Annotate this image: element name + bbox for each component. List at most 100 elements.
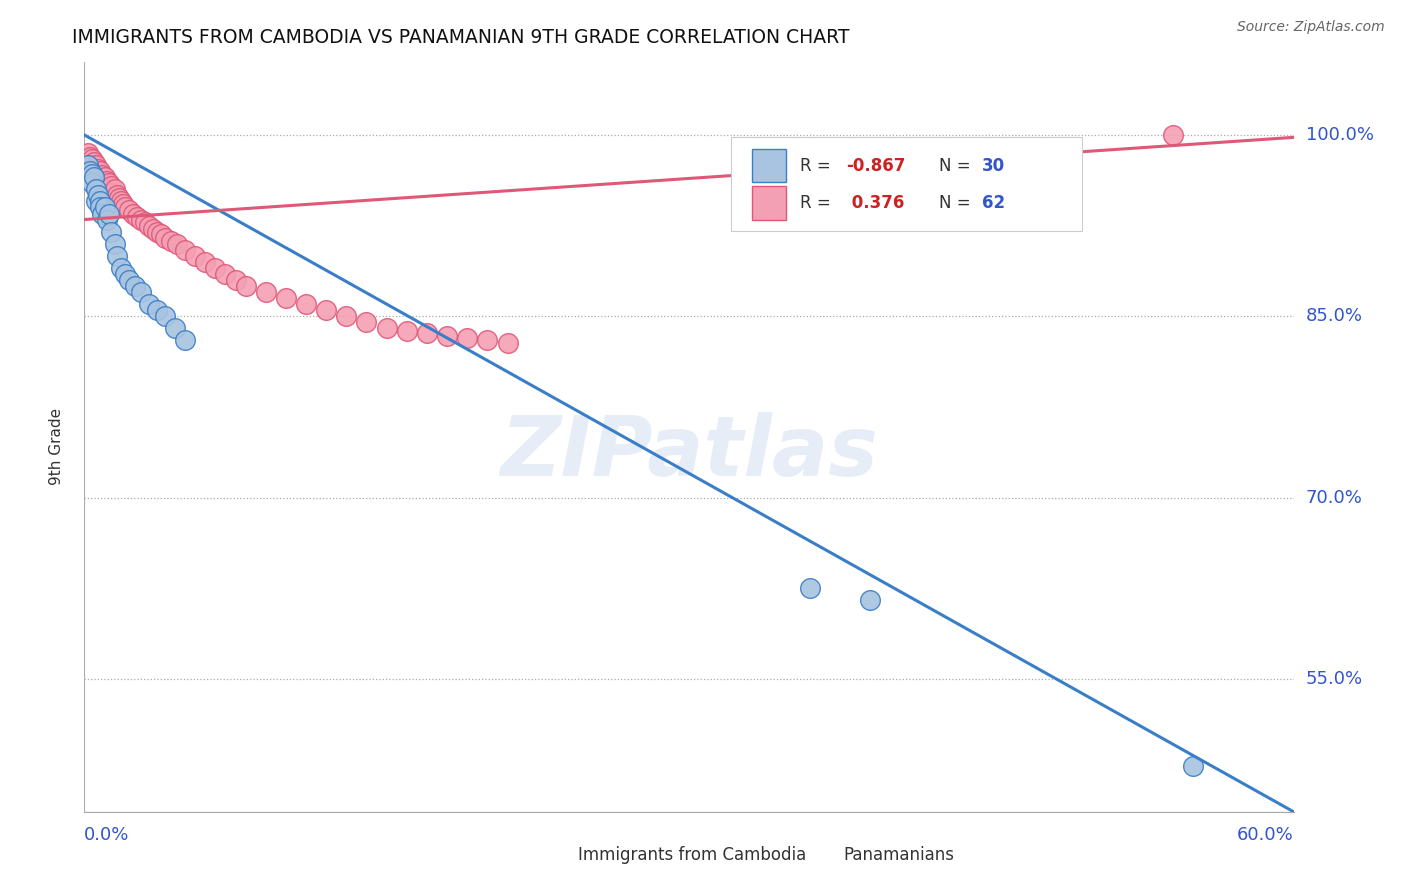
- Text: 100.0%: 100.0%: [1306, 126, 1374, 144]
- Point: [125, 210, 148, 224]
- Point: [79, 150, 101, 164]
- Point: [96, 174, 118, 188]
- Point: [1181, 759, 1204, 773]
- Point: [121, 206, 143, 220]
- Point: [77, 158, 100, 172]
- Point: [93, 201, 115, 215]
- Point: [83, 170, 105, 185]
- Point: [87, 170, 110, 185]
- Text: R =: R =: [800, 194, 837, 212]
- Text: -0.867: -0.867: [846, 157, 905, 175]
- Point: [295, 297, 318, 311]
- Point: [111, 197, 134, 211]
- Point: [114, 267, 136, 281]
- Text: 9th Grade: 9th Grade: [49, 408, 63, 484]
- Point: [86, 158, 108, 172]
- FancyBboxPatch shape: [544, 844, 571, 866]
- Text: 70.0%: 70.0%: [1306, 489, 1362, 507]
- Point: [89, 201, 111, 215]
- Point: [97, 176, 120, 190]
- Point: [274, 291, 297, 305]
- Point: [149, 227, 172, 241]
- Point: [114, 201, 136, 215]
- Point: [1161, 128, 1184, 142]
- Point: [89, 194, 111, 209]
- Point: [89, 164, 111, 178]
- Point: [129, 212, 152, 227]
- Point: [160, 235, 183, 249]
- Point: [375, 321, 398, 335]
- Point: [859, 593, 882, 607]
- Point: [100, 225, 122, 239]
- Point: [477, 334, 499, 348]
- Text: R =: R =: [800, 157, 837, 175]
- Point: [93, 170, 115, 185]
- Point: [146, 225, 169, 239]
- Point: [104, 236, 127, 251]
- Text: N =: N =: [939, 157, 976, 175]
- Text: Source: ZipAtlas.com: Source: ZipAtlas.com: [1237, 20, 1385, 34]
- Point: [315, 303, 337, 318]
- Point: [87, 188, 110, 202]
- Point: [91, 168, 114, 182]
- Point: [146, 303, 169, 318]
- Point: [356, 315, 378, 329]
- Point: [104, 182, 127, 196]
- Point: [214, 267, 236, 281]
- Point: [89, 172, 111, 186]
- Text: N =: N =: [939, 194, 976, 212]
- Point: [110, 194, 132, 209]
- Text: 60.0%: 60.0%: [1237, 826, 1294, 844]
- Text: 30: 30: [981, 157, 1005, 175]
- Point: [118, 273, 141, 287]
- Point: [91, 206, 114, 220]
- Point: [97, 206, 120, 220]
- Point: [456, 331, 478, 345]
- FancyBboxPatch shape: [731, 137, 1083, 231]
- Point: [225, 273, 247, 287]
- Point: [153, 310, 176, 324]
- Point: [235, 279, 257, 293]
- Text: ZIPatlas: ZIPatlas: [501, 411, 877, 492]
- Text: 85.0%: 85.0%: [1306, 307, 1362, 326]
- Point: [166, 236, 188, 251]
- Point: [87, 161, 110, 176]
- Point: [79, 164, 101, 178]
- Point: [204, 260, 226, 275]
- Point: [153, 230, 176, 244]
- Point: [124, 279, 146, 293]
- Point: [105, 188, 128, 202]
- Point: [165, 321, 187, 335]
- Point: [96, 212, 118, 227]
- Point: [101, 186, 124, 200]
- Point: [142, 222, 165, 236]
- Point: [79, 158, 101, 172]
- Point: [83, 164, 105, 178]
- Point: [184, 249, 207, 263]
- Text: 62: 62: [981, 194, 1005, 212]
- Text: 0.376: 0.376: [846, 194, 904, 212]
- Point: [82, 176, 104, 190]
- Text: IMMIGRANTS FROM CAMBODIA VS PANAMANIAN 9TH GRADE CORRELATION CHART: IMMIGRANTS FROM CAMBODIA VS PANAMANIAN 9…: [72, 28, 849, 47]
- FancyBboxPatch shape: [810, 844, 837, 866]
- Point: [77, 154, 100, 169]
- Point: [107, 191, 129, 205]
- Point: [416, 326, 439, 340]
- Point: [254, 285, 277, 299]
- Point: [335, 310, 357, 324]
- Text: 55.0%: 55.0%: [1306, 670, 1362, 688]
- Text: Panamanians: Panamanians: [844, 847, 955, 864]
- Point: [194, 255, 217, 269]
- Point: [82, 152, 104, 166]
- Point: [97, 182, 120, 196]
- Point: [86, 182, 108, 196]
- Point: [77, 146, 100, 161]
- Point: [395, 324, 418, 338]
- Point: [82, 161, 104, 176]
- Point: [100, 178, 122, 193]
- Point: [118, 202, 141, 217]
- Point: [496, 335, 519, 350]
- Point: [138, 297, 160, 311]
- Point: [86, 167, 108, 181]
- Point: [110, 260, 132, 275]
